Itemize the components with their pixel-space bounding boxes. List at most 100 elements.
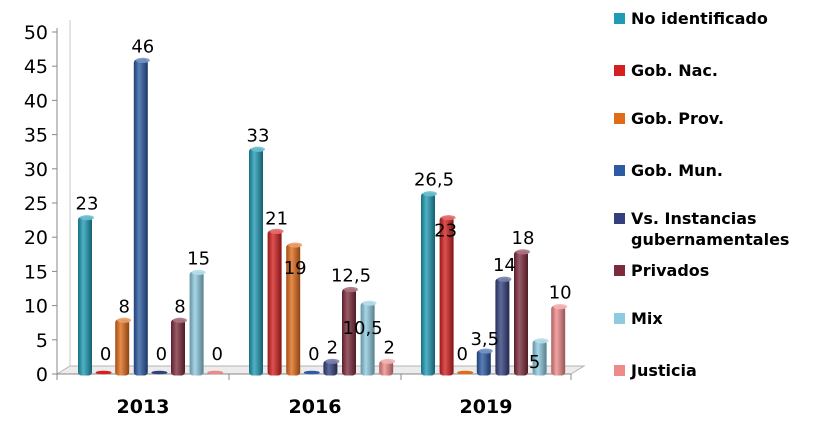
legend-item-gob-mun: Gob. Mun.	[614, 160, 811, 181]
y-tick-label: 10	[24, 296, 48, 318]
bar-top-justicia-2016	[381, 358, 396, 364]
y-tick-label: 15	[24, 261, 48, 283]
data-label-vs-instancias-gubernamentales-2013: 0	[156, 344, 167, 365]
data-label-vs-instancias-gubernamentales-2019: 14	[493, 255, 516, 276]
bar-top-gob-prov-2016	[288, 242, 303, 248]
legend-label: Gob. Prov.	[631, 109, 725, 128]
bar-top-privados-2013	[173, 317, 187, 323]
x-tick-label: 2016	[289, 396, 342, 418]
bar-privados-2013	[171, 319, 185, 376]
bar-justicia-2019	[551, 305, 566, 376]
bar-top-gob-nac-2016	[269, 228, 284, 234]
data-label-mix-2016: 10,5	[343, 318, 383, 339]
data-label-privados-2013: 8	[174, 296, 185, 317]
x-tick-label: 2013	[117, 396, 170, 418]
bar-no-identificado-2019	[421, 192, 435, 376]
legend-item-privados: Privados	[614, 260, 811, 281]
bar-gob-prov-2019	[457, 370, 474, 375]
bar-top-gob-nac-2019	[441, 215, 456, 221]
bar-mix-2013	[189, 271, 204, 376]
data-label-gob-nac-2016: 21	[265, 208, 288, 229]
x-tick-label: 2019	[460, 396, 513, 418]
chart-legend: No identificado Gob. Nac. Gob. Prov. Gob. M…	[614, 0, 813, 426]
data-label-gob-mun-2019: 3,5	[470, 329, 499, 350]
legend-swatch	[614, 313, 625, 324]
bar-no-identificado-2016	[249, 148, 263, 376]
legend-item-gob-prov: Gob. Prov.	[614, 108, 811, 129]
bar-top-gob-prov-2013	[117, 317, 132, 323]
data-label-gob-nac-2013: 0	[100, 344, 111, 365]
legend-swatch	[614, 65, 625, 76]
bar-vs-instancias-gubernamentales-2019	[495, 278, 510, 376]
bar-vs-instancias-gubernamentales-2013	[151, 370, 168, 375]
legend-swatch	[614, 113, 625, 124]
legend-label: Mix	[631, 309, 663, 328]
data-label-gob-mun-2013: 46	[131, 36, 154, 57]
bar-top-mix-2013	[191, 269, 206, 275]
bar-top-privados-2016	[344, 286, 358, 293]
bar-top-mix-2019	[534, 338, 549, 344]
legend-swatch	[614, 165, 625, 176]
data-label-privados-2016: 12,5	[331, 266, 371, 287]
legend-item-vs-instancias-gubernamentales: Vs. Instancias gubernamentales	[614, 208, 811, 250]
bar-gob-prov-2013	[115, 319, 130, 376]
bar-top-privados-2019	[516, 249, 530, 255]
legend-swatch	[614, 13, 625, 24]
data-label-gob-nac-2019: 23	[434, 221, 457, 242]
legend-swatch	[614, 265, 625, 276]
y-tick-label: 40	[24, 90, 48, 112]
legend-item-justicia: Justicia	[614, 360, 811, 381]
y-tick-label: 45	[24, 56, 48, 78]
y-tick-label: 35	[24, 125, 48, 147]
y-tick-label: 5	[36, 330, 48, 352]
data-label-no-identificado-2016: 33	[247, 125, 270, 146]
bar-justicia-2013	[207, 370, 224, 375]
y-tick-label: 50	[24, 22, 48, 44]
bar-mix-2016	[360, 302, 375, 376]
y-tick-label: 25	[24, 193, 48, 215]
legend-item-gob-nac: Gob. Nac.	[614, 60, 811, 81]
data-label-justicia-2016: 2	[383, 337, 394, 358]
bar-justicia-2016	[379, 360, 394, 376]
legend-label: Gob. Mun.	[631, 161, 724, 180]
bar-gob-nac-2016	[267, 230, 282, 376]
bar-vs-instancias-gubernamentales-2016	[323, 360, 338, 376]
legend-item-no-identificado: No identificado	[614, 8, 811, 29]
bar-no-identificado-2013	[78, 216, 92, 376]
legend-swatch	[614, 213, 625, 224]
data-label-gob-prov-2016: 19	[284, 258, 307, 279]
bar-gob-nac-2013	[95, 370, 112, 375]
y-tick-label: 0	[36, 364, 48, 386]
legend-label: Privados	[631, 261, 710, 280]
bar-top-vs-instancias-gubernamentales-2016	[325, 358, 340, 364]
data-label-mix-2013: 15	[187, 248, 210, 269]
y-tick-label: 30	[24, 159, 48, 181]
legend-label: No identificado	[631, 9, 768, 28]
legend-swatch	[614, 365, 625, 376]
bar-gob-mun-2019	[476, 350, 491, 376]
data-label-justicia-2019: 10	[549, 283, 572, 304]
bar-privados-2016	[342, 288, 356, 376]
bar-gob-mun-2013	[133, 59, 148, 376]
legend-label: Vs. Instancias gubernamentales	[631, 209, 790, 249]
data-label-mix-2019: 5	[529, 352, 540, 373]
data-label-no-identificado-2019: 26,5	[414, 170, 454, 191]
data-label-justicia-2013: 0	[211, 344, 222, 365]
bar-top-no-identificado-2019	[423, 191, 437, 197]
data-label-vs-instancias-gubernamentales-2016: 2	[327, 337, 338, 358]
data-label-gob-prov-2013: 8	[118, 296, 129, 317]
bar-gob-mun-2016	[303, 370, 320, 375]
bar-top-justicia-2019	[553, 304, 568, 310]
bar-gob-prov-2016	[286, 244, 301, 376]
bar-top-no-identificado-2016	[251, 146, 265, 152]
data-label-gob-prov-2019: 0	[456, 344, 467, 365]
bar-gob-nac-2019	[439, 216, 454, 376]
data-label-gob-mun-2016: 0	[308, 344, 319, 365]
y-tick-label: 20	[24, 227, 48, 249]
chart-bars	[78, 57, 568, 376]
bar-top-no-identificado-2013	[80, 215, 94, 221]
bar-privados-2019	[514, 250, 528, 376]
data-label-privados-2019: 18	[512, 228, 535, 249]
